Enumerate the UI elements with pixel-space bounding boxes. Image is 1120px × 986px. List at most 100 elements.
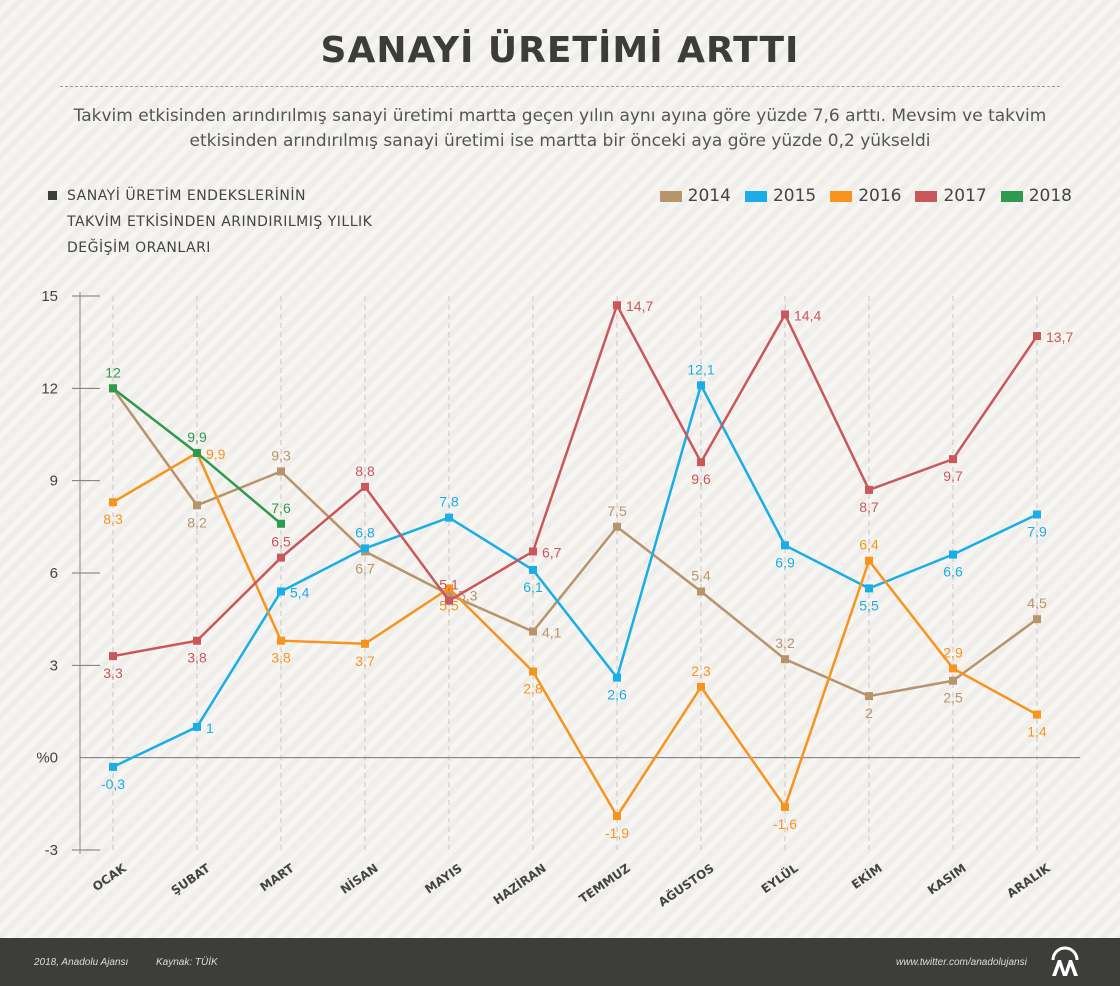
- legend-label: 2018: [1028, 186, 1072, 206]
- data-label: 6,6: [943, 564, 963, 580]
- y-axis-title: SANAYİ ÜRETİM ENDEKSLERİNİN TAKVİM ETKİS…: [48, 183, 372, 261]
- data-label: -1,6: [773, 816, 797, 832]
- data-point: [109, 498, 117, 507]
- data-point: [613, 673, 621, 682]
- data-point: [445, 584, 453, 593]
- series-2018: 12 9,9 7,6: [105, 364, 291, 528]
- data-label: 8,2: [187, 514, 207, 530]
- x-tick-label: MAYIS: [422, 861, 464, 896]
- data-point: [1033, 615, 1041, 624]
- data-point: [613, 301, 621, 310]
- data-point: [361, 482, 369, 491]
- data-label: 2: [865, 705, 873, 721]
- data-label: 9,6: [691, 471, 711, 487]
- data-point: [781, 310, 789, 319]
- data-label: 4,5: [1027, 595, 1047, 611]
- series-line: [112, 381, 1038, 769]
- data-label: 2,8: [523, 680, 543, 696]
- data-label: 5,5: [439, 597, 459, 613]
- data-point: [277, 519, 285, 528]
- bullet-icon: [48, 191, 57, 200]
- data-point: [193, 448, 201, 457]
- data-point: [445, 513, 453, 522]
- data-point: [865, 692, 873, 701]
- legend-label: 2017: [943, 186, 987, 206]
- data-point: [865, 584, 873, 593]
- data-point: [1033, 710, 1041, 719]
- x-tick-label: OCAK: [90, 861, 129, 894]
- legend-swatch: [659, 190, 682, 202]
- data-label: 2,5: [943, 690, 963, 706]
- data-point: [277, 587, 285, 596]
- data-label: 5,5: [859, 597, 879, 613]
- data-label: 7,9: [1027, 524, 1047, 540]
- data-label: 5,4: [290, 584, 310, 600]
- data-label: 6,4: [859, 537, 879, 553]
- data-point: [781, 541, 789, 550]
- data-point: [529, 627, 537, 636]
- series-2014: 8,29,36,75,34,17,55,43,222,54,5: [109, 384, 1047, 721]
- data-point: [697, 587, 705, 596]
- data-label: 9,9: [187, 429, 207, 445]
- data-point: [865, 485, 873, 494]
- series-2015: -0,3 1 5,4 6,8 7,8 6,1 2,6 12,1 6,9 5,5 6,6 7,9: [101, 361, 1047, 792]
- legend-swatch: [744, 190, 767, 202]
- data-point: [109, 384, 117, 393]
- data-label: 14,4: [794, 307, 821, 323]
- y-tick-label: 9: [50, 473, 58, 490]
- data-point: [949, 455, 957, 464]
- data-point: [697, 381, 705, 390]
- data-label: 3,7: [355, 653, 375, 669]
- x-tick-label: EKİM: [848, 860, 884, 892]
- x-tick-label: HAZİRAN: [490, 860, 549, 907]
- data-label: 3,8: [271, 650, 291, 666]
- legend-item: 2014: [659, 186, 731, 206]
- data-point: [109, 762, 117, 771]
- legend-item: 2018: [1000, 186, 1072, 206]
- y-tick-label: 15: [41, 288, 58, 305]
- series-line: [111, 387, 1038, 698]
- data-point: [193, 722, 201, 731]
- data-label: 9,3: [271, 447, 291, 463]
- y-title-line: SANAYİ ÜRETİM ENDEKSLERİNİN: [67, 188, 306, 204]
- data-point: [445, 590, 453, 599]
- legend-item: 2017: [915, 186, 987, 206]
- legend-item: 2016: [830, 186, 901, 206]
- x-tick-label: EYLÜL: [758, 860, 801, 896]
- data-label: 13,7: [1046, 329, 1073, 345]
- legend-swatch: [915, 190, 938, 202]
- data-point: [193, 501, 201, 510]
- data-point: [529, 667, 537, 676]
- data-label: 7,6: [271, 500, 291, 516]
- data-point: [193, 636, 201, 645]
- data-label: 7,5: [607, 503, 627, 519]
- data-label: 14,7: [626, 298, 653, 314]
- y-tick-label: 12: [41, 380, 58, 397]
- data-label: 6,1: [523, 579, 543, 595]
- y-tick-label: 3: [50, 657, 58, 674]
- data-point: [277, 636, 285, 645]
- data-label: -1,9: [605, 825, 629, 841]
- page-title: SANAYİ ÜRETİMİ ARTTI: [320, 30, 800, 71]
- x-tick-label: ŞUBAT: [169, 861, 214, 898]
- data-point: [529, 565, 537, 574]
- data-point: [781, 802, 789, 811]
- data-point: [697, 458, 705, 467]
- legend-swatch: [830, 190, 853, 202]
- series-line: [112, 451, 1038, 819]
- x-tick-label: AĞUSTOS: [655, 860, 716, 909]
- twitter-link[interactable]: www.twitter.com/anadolujansi: [896, 957, 1027, 968]
- data-point: [949, 664, 957, 673]
- data-point: [613, 522, 621, 531]
- legend-swatch: [1000, 190, 1023, 202]
- data-point: [109, 652, 117, 661]
- data-label: 5,4: [691, 567, 711, 583]
- footer: 2018, Anadolu Ajansı Kaynak: TÜİK www.tw…: [0, 938, 1120, 986]
- data-point: [949, 676, 957, 685]
- x-tick-label: KASIM: [925, 861, 969, 897]
- data-label: 6,7: [542, 544, 562, 560]
- data-label: 9,7: [943, 468, 963, 484]
- x-tick-label: TEMMUZ: [577, 861, 633, 906]
- data-point: [445, 596, 453, 605]
- subtitle: Takvim etkisinden arındırılmış sanayi ür…: [73, 106, 1047, 151]
